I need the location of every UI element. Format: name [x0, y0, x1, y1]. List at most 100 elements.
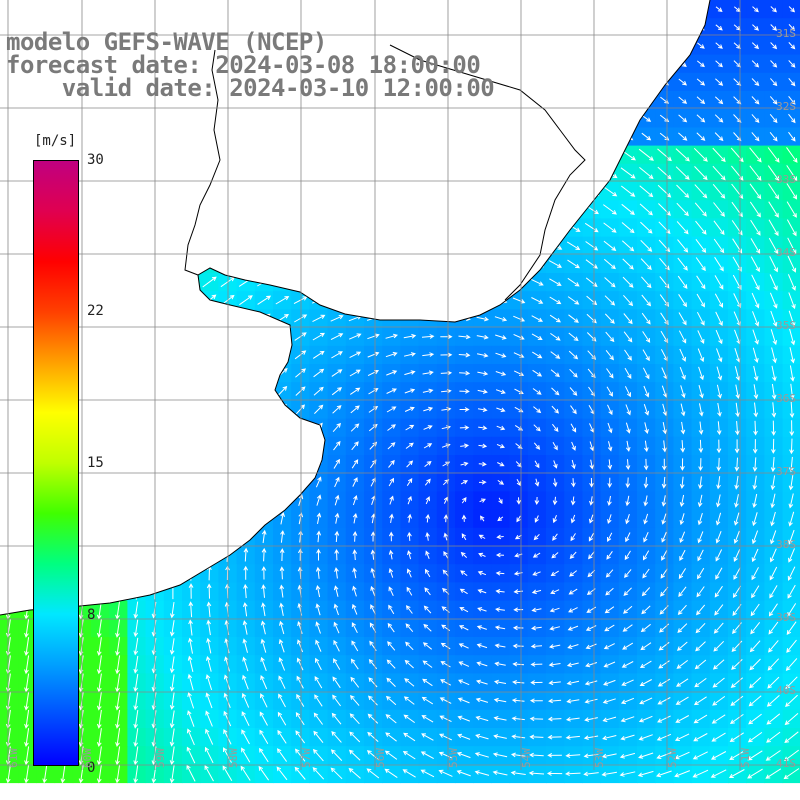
wind-arrow: [750, 256, 760, 273]
wind-arrow: [513, 315, 526, 322]
wind-arrow: [788, 77, 796, 87]
wind-arrow: [385, 351, 398, 358]
wind-arrow: [621, 240, 635, 252]
wind-arrow: [715, 311, 723, 327]
wind-arrow: [639, 167, 654, 180]
wind-arrow: [676, 202, 689, 217]
wind-arrow: [570, 405, 577, 415]
wind-arrow: [679, 348, 686, 362]
longitude-label: 52W: [666, 748, 679, 768]
wind-arrow: [787, 255, 797, 273]
wind-arrow: [603, 222, 617, 233]
wind-arrow: [787, 274, 796, 291]
wind-arrow: [657, 166, 672, 180]
wind-arrow: [514, 388, 524, 395]
wind-arrow: [620, 167, 636, 179]
wind-arrow: [699, 403, 704, 417]
wind-arrow: [697, 42, 705, 49]
wind-arrow: [641, 294, 652, 307]
wind-arrow: [698, 421, 704, 435]
wind-arrow: [567, 296, 580, 305]
wind-arrow: [604, 313, 615, 324]
wind-arrow: [730, 147, 744, 163]
latitude-label: 39S: [776, 611, 796, 624]
wind-arrow: [713, 202, 725, 217]
wind-arrow: [769, 131, 778, 142]
wind-arrow: [550, 351, 561, 359]
wind-arrow: [735, 384, 741, 400]
latitude-label: 35S: [776, 319, 796, 332]
wind-arrow: [680, 403, 686, 417]
wind-arrow: [696, 96, 706, 105]
latitude-label: 40S: [776, 684, 796, 697]
wind-arrow: [459, 425, 470, 431]
wind-arrow: [715, 78, 724, 86]
wind-arrow: [623, 294, 634, 307]
colorbar-tick-label: 30: [87, 152, 104, 168]
wind-arrow: [770, 42, 778, 50]
wind-arrow: [532, 388, 542, 395]
wind-arrow: [586, 313, 597, 324]
wind-arrow: [440, 352, 453, 358]
wind-arrow: [786, 183, 798, 200]
wind-arrow: [751, 132, 760, 142]
wind-arrow: [749, 165, 762, 181]
wind-arrow: [295, 368, 307, 378]
wind-arrow: [714, 96, 724, 105]
wind-arrow: [697, 348, 705, 363]
wind-arrow: [567, 259, 580, 269]
wind-arrow: [623, 331, 633, 343]
wind-arrow: [788, 42, 796, 50]
wind-arrow: [639, 185, 654, 198]
wind-arrow: [678, 96, 688, 104]
wind-arrow: [696, 275, 706, 290]
wind-arrow: [770, 329, 778, 346]
wind-arrow: [750, 238, 761, 254]
wind-arrow: [696, 293, 705, 308]
wind-arrow: [751, 274, 760, 291]
wind-arrow: [458, 352, 471, 358]
wind-arrow: [459, 407, 470, 412]
wind-arrow: [404, 406, 415, 412]
wind-arrow: [620, 185, 636, 197]
wind-arrow: [607, 404, 613, 416]
wind-arrow: [789, 401, 795, 419]
latitude-label: 32S: [776, 100, 796, 113]
wind-arrow: [714, 114, 724, 123]
wind-arrow: [677, 257, 688, 271]
wind-arrow: [495, 334, 507, 340]
wind-arrow: [548, 260, 563, 268]
wind-arrow: [294, 314, 308, 323]
wind-arrow: [786, 147, 798, 163]
wind-arrow: [788, 310, 796, 328]
wind-arrow: [695, 257, 706, 272]
wind-arrow: [531, 315, 544, 322]
wind-arrow: [753, 384, 759, 400]
wind-arrow: [549, 296, 562, 305]
wind-arrow: [512, 297, 526, 304]
wind-arrow: [495, 371, 507, 376]
wind-arrow: [421, 334, 435, 339]
wind-arrow: [771, 383, 777, 400]
wind-arrow: [423, 425, 433, 430]
wind-arrow: [330, 333, 344, 341]
wind-arrow: [696, 311, 705, 326]
wind-arrow: [642, 349, 650, 362]
wind-arrow: [770, 24, 778, 31]
wind-arrow: [313, 368, 325, 378]
wind-arrow: [606, 386, 613, 397]
wind-arrow: [607, 422, 613, 434]
latitude-label: 41S: [776, 757, 796, 770]
wind-arrow: [712, 165, 726, 181]
wind-arrow: [695, 220, 707, 235]
wind-arrow: [275, 296, 290, 305]
wind-arrow: [751, 60, 760, 68]
wind-arrow: [767, 147, 780, 163]
wind-arrow: [769, 113, 778, 124]
wind-arrow: [771, 402, 777, 418]
wind-arrow: [768, 183, 780, 200]
wind-arrow: [312, 350, 325, 359]
wind-arrow: [698, 366, 704, 381]
longitude-label: 57W: [300, 748, 313, 768]
wind-arrow: [422, 352, 435, 357]
